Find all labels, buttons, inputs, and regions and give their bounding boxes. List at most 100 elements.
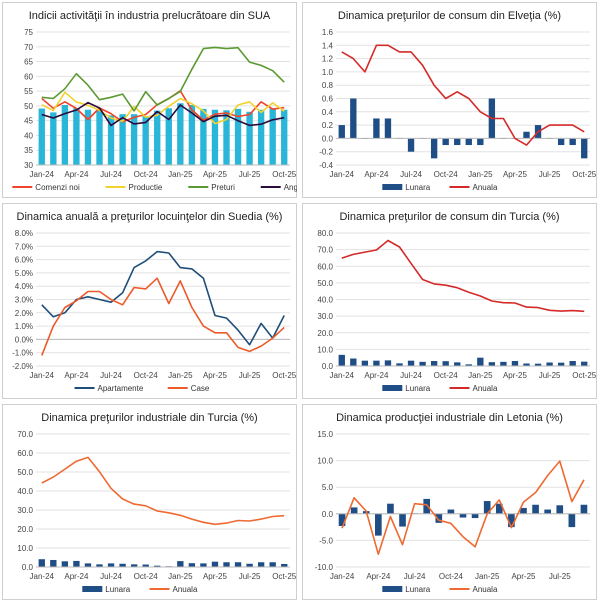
bar-lunara <box>38 559 45 567</box>
x-tick-label: Jul-25 <box>239 572 261 581</box>
line-anuala <box>341 239 585 313</box>
y-tick-label: 80.0 <box>317 229 333 238</box>
x-tick-label: Jul-25 <box>239 371 261 380</box>
x-tick-label: Oct-24 <box>434 170 459 179</box>
y-tick-label: 45 <box>24 117 33 126</box>
y-tick-label: 4.0% <box>15 282 33 291</box>
chart-title: Dinamica preţurilor de consum din Turcia… <box>339 211 559 223</box>
bar-lunara <box>488 362 496 366</box>
bar-lunara <box>557 362 565 366</box>
x-tick-label: Apr-25 <box>203 572 228 581</box>
y-tick-label: 0.0 <box>22 563 34 572</box>
y-tick-label: 10.0 <box>317 345 333 354</box>
bar-lunara <box>580 504 588 514</box>
bar-lunara <box>581 138 588 159</box>
y-tick-label: 0.0 <box>322 510 334 519</box>
x-tick-label: Jan-24 <box>30 572 55 581</box>
x-tick-label: Jan-25 <box>475 572 500 581</box>
y-tick-label: -0.2 <box>319 148 333 157</box>
y-tick-label: 1.0 <box>322 68 334 77</box>
bar-pmi <box>50 112 57 165</box>
chart-title: Dinamica producţiei industriale din Leto… <box>336 412 563 424</box>
x-tick-label: Jan-25 <box>168 170 193 179</box>
bar-lunara <box>338 354 345 366</box>
chart-panel-turkey-cpi: Dinamica preţurilor de consum din Turcia… <box>300 201 600 402</box>
bar-lunara <box>465 364 472 366</box>
bar-lunara <box>419 361 426 366</box>
bar-lunara <box>387 503 394 514</box>
legend-swatch-lunara <box>82 586 103 592</box>
x-tick-label: Oct-25 <box>572 371 597 380</box>
bar-lunara <box>471 513 479 519</box>
y-tick-label: 40.0 <box>317 296 333 305</box>
y-tick-label: 40.0 <box>17 487 33 496</box>
bar-lunara <box>96 564 103 567</box>
bar-lunara <box>375 513 382 536</box>
legend-label: Lunara <box>405 585 430 594</box>
bar-lunara <box>423 498 431 514</box>
x-tick-label: Jul-24 <box>400 170 422 179</box>
bar-lunara <box>223 562 230 567</box>
y-tick-label: 60.0 <box>17 449 33 458</box>
y-tick-label: 55 <box>24 87 33 96</box>
bar-lunara <box>373 360 380 366</box>
x-tick-label: Jan-25 <box>468 371 493 380</box>
bar-lunara <box>495 503 503 514</box>
bar-lunara <box>407 360 415 366</box>
legend-swatch-lunara <box>382 385 403 391</box>
y-tick-label: 0.0 <box>322 134 334 143</box>
chart-panel-swiss-cpi: Dinamica preţurilor de consum din Elveţi… <box>300 0 600 201</box>
legend-label: Lunara <box>405 384 430 393</box>
x-tick-label: Apr-25 <box>511 572 536 581</box>
legend-label: Productie <box>129 183 163 192</box>
y-tick-label: 40 <box>24 131 33 140</box>
bar-lunara <box>454 362 461 366</box>
chart-title: Indicii activităţii în industria prelucr… <box>29 10 271 22</box>
line-anuala <box>341 44 585 146</box>
bar-lunara <box>581 361 588 366</box>
bar-lunara <box>483 501 491 514</box>
y-tick-label: -1.0% <box>12 349 33 358</box>
x-tick-label: Oct-24 <box>134 170 159 179</box>
bar-pmi <box>234 108 242 165</box>
bar-lunara <box>338 125 345 139</box>
bar-pmi <box>269 108 276 165</box>
bar-lunara <box>546 362 553 366</box>
chart-svg: Dinamica producţiei industriale din Leto… <box>302 404 597 600</box>
legend-label: Apartamente <box>98 384 144 393</box>
bar-lunara <box>447 509 455 514</box>
bar-lunara <box>569 138 576 146</box>
y-tick-label: 50 <box>24 102 33 111</box>
bar-lunara <box>532 504 539 514</box>
y-tick-label: 65 <box>24 58 33 67</box>
line-case <box>41 277 285 356</box>
x-tick-label: Apr-25 <box>203 371 228 380</box>
bar-pmi <box>73 108 80 165</box>
legend-label: Comenzi noi <box>35 183 80 192</box>
legend-label: Lunara <box>105 585 130 594</box>
x-tick-label: Oct-24 <box>439 572 464 581</box>
bar-lunara <box>523 131 530 139</box>
bar-pmi <box>257 109 265 165</box>
bar-lunara <box>188 563 196 567</box>
bar-lunara <box>435 513 443 523</box>
bar-lunara <box>407 138 415 152</box>
x-tick-label: Jan-24 <box>30 170 55 179</box>
y-tick-label: 6.0% <box>15 256 33 265</box>
x-tick-label: Jul-24 <box>100 572 122 581</box>
bar-lunara <box>454 138 461 146</box>
bar-lunara <box>459 513 467 518</box>
bar-pmi <box>177 103 184 165</box>
line-anuala <box>341 460 585 555</box>
y-tick-label: 8.0% <box>15 229 33 238</box>
y-tick-label: 1.2 <box>322 55 334 64</box>
x-tick-label: Jan-24 <box>30 371 55 380</box>
x-tick-label: Jan-24 <box>330 170 355 179</box>
bar-lunara <box>569 361 576 366</box>
x-tick-label: Oct-25 <box>272 170 297 179</box>
y-tick-label: 1.0% <box>15 322 33 331</box>
x-tick-label: Apr-25 <box>503 170 528 179</box>
bar-lunara <box>350 507 358 514</box>
chart-panel-us-manufacturing: Indicii activităţii în industria prelucr… <box>0 0 300 201</box>
bar-lunara <box>119 563 126 567</box>
